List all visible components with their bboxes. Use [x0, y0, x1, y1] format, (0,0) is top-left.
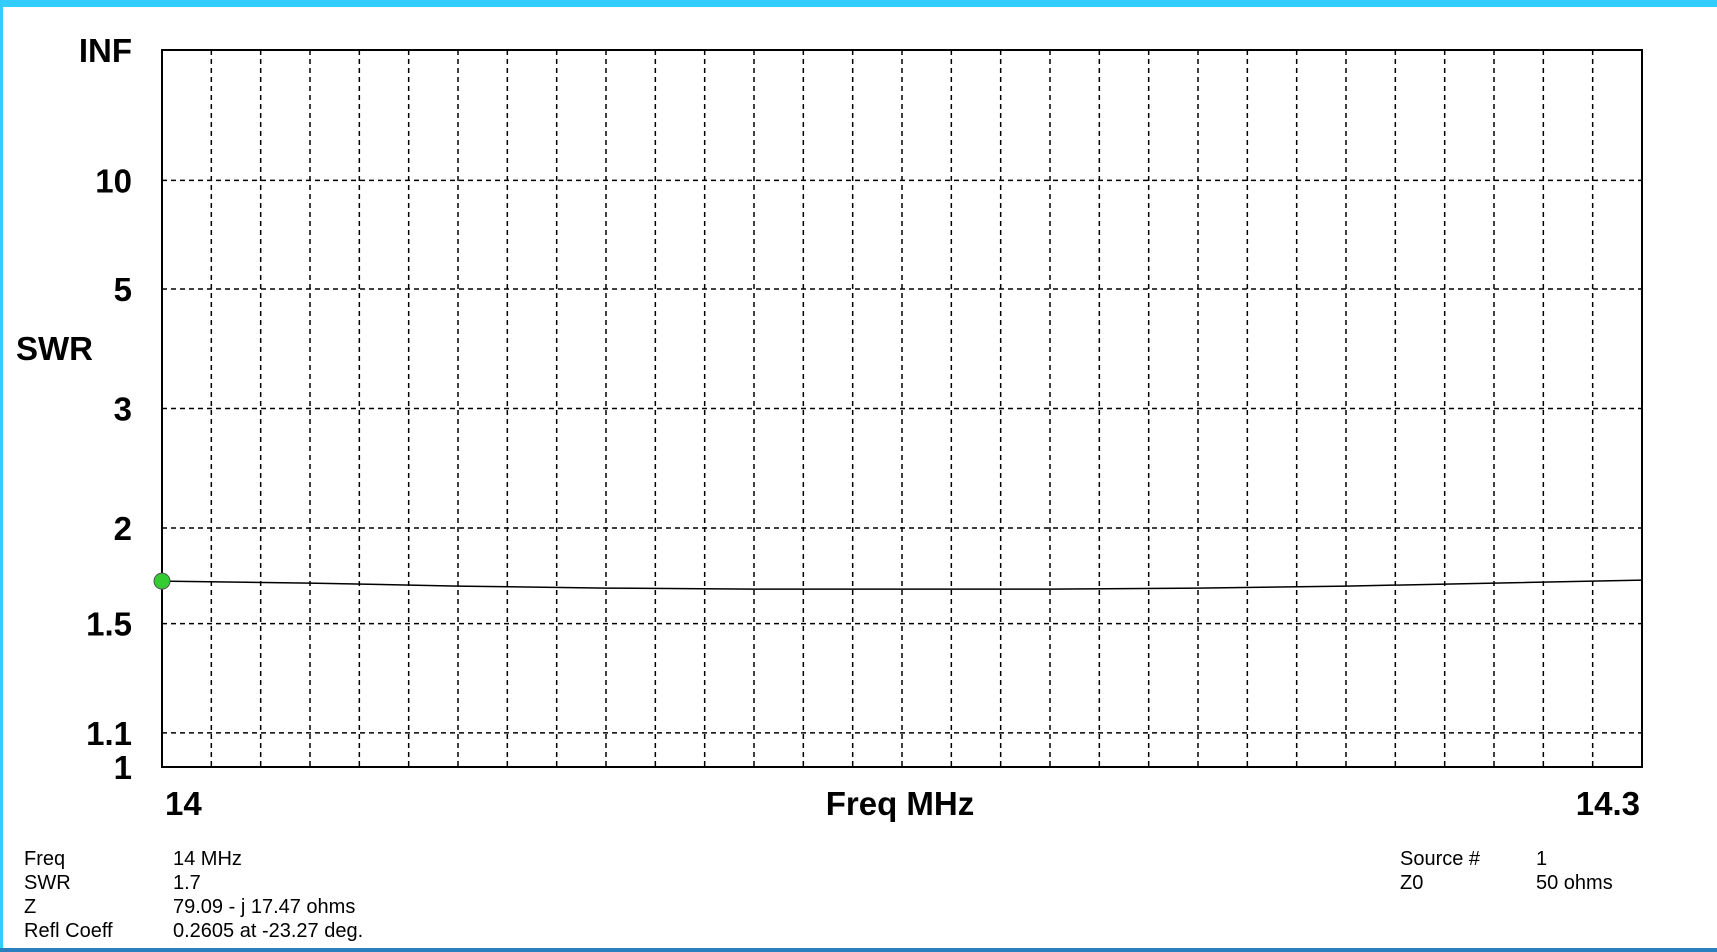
- grid: [162, 50, 1642, 767]
- y-tick-label: 1.5: [86, 606, 132, 643]
- readout-label-z0: Z0: [1400, 872, 1424, 894]
- series-layer: [153, 572, 1643, 590]
- readout-value-z: 79.09 - j 17.47 ohms: [173, 896, 356, 918]
- frequency-marker[interactable]: [153, 572, 171, 590]
- y-tick-label: 1.1: [86, 715, 132, 752]
- y-axis-label: SWR: [16, 330, 93, 367]
- readout-value-z0: 50 ohms: [1536, 872, 1613, 894]
- readout-value-source: 1: [1536, 848, 1548, 870]
- readout-value-freq: 14 MHz: [173, 848, 242, 870]
- y-tick-label: 5: [114, 271, 132, 308]
- readout-label-z: Z: [24, 896, 37, 918]
- x-axis-label: Freq MHz: [826, 785, 975, 822]
- readout-value-refl-coeff: 0.2605 at -23.27 deg.: [173, 920, 364, 942]
- y-tick-label: 3: [114, 391, 132, 428]
- window-top-border: [0, 0, 1717, 7]
- readout-label-refl-coeff: Refl Coeff: [24, 920, 113, 942]
- window-left-border: [0, 0, 3, 952]
- readout-label-source: Source #: [1400, 848, 1481, 870]
- readout-label-freq: Freq: [24, 848, 66, 870]
- y-tick-label: 10: [95, 162, 132, 199]
- window-bottom-border: [0, 948, 1717, 952]
- readout-label-swr: SWR: [24, 872, 71, 894]
- y-tick-label: INF: [79, 32, 132, 69]
- y-tick-labels: INF 10 5 3 2 1.5 1.11: [79, 32, 132, 786]
- readout-value-swr: 1.7: [173, 872, 201, 894]
- swr-curve: [161, 579, 1643, 590]
- x-tick-label-end: 14.3: [1576, 785, 1640, 822]
- x-tick-label-start: 14: [165, 785, 202, 822]
- y-tick-label: 1: [114, 749, 132, 786]
- y-tick-label: 2: [114, 510, 132, 547]
